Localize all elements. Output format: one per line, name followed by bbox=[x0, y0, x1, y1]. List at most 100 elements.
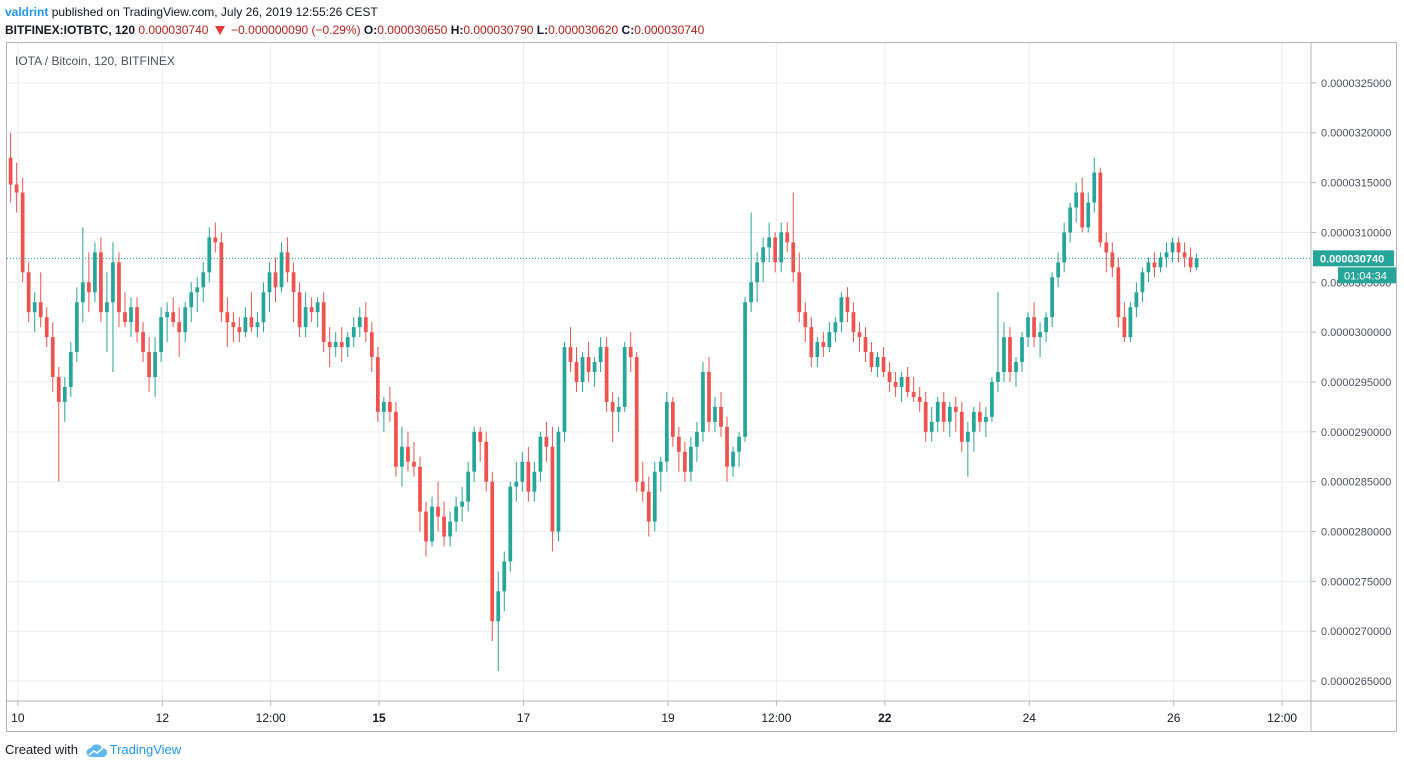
candle-body[interactable] bbox=[303, 307, 308, 328]
candle-body[interactable] bbox=[827, 332, 832, 348]
candle-body[interactable] bbox=[14, 184, 19, 193]
candle-body[interactable] bbox=[821, 342, 826, 348]
candle-body[interactable] bbox=[917, 396, 922, 402]
candle-body[interactable] bbox=[737, 436, 741, 452]
candle-body[interactable] bbox=[105, 302, 109, 313]
candle-body[interactable] bbox=[990, 381, 994, 417]
chart-frame[interactable]: 0.0000265000 0.0000270000 0.0000275000 0.00… bbox=[6, 42, 1397, 732]
candle-body[interactable] bbox=[640, 481, 645, 492]
candle-body[interactable] bbox=[1080, 192, 1085, 228]
candle-body[interactable] bbox=[231, 322, 236, 328]
candle-body[interactable] bbox=[1044, 317, 1048, 333]
candle-body[interactable] bbox=[1128, 307, 1133, 338]
candle-body[interactable] bbox=[201, 272, 206, 288]
candle-body[interactable] bbox=[839, 297, 844, 323]
candle-body[interactable] bbox=[1104, 242, 1109, 253]
candle-body[interactable] bbox=[785, 232, 790, 243]
candle-body[interactable] bbox=[568, 347, 573, 363]
candle-body[interactable] bbox=[538, 436, 543, 472]
candle-body[interactable] bbox=[959, 411, 964, 442]
candle-body[interactable] bbox=[652, 471, 657, 522]
candle-body[interactable] bbox=[225, 312, 230, 323]
candle-body[interactable] bbox=[556, 431, 561, 532]
candle-body[interactable] bbox=[749, 282, 753, 303]
candle-body[interactable] bbox=[809, 327, 814, 358]
candle-body[interactable] bbox=[508, 486, 513, 562]
candle-body[interactable] bbox=[177, 322, 182, 333]
candle-body[interactable] bbox=[719, 406, 723, 427]
candle-body[interactable] bbox=[436, 506, 440, 517]
candle-body[interactable] bbox=[947, 406, 952, 422]
candle-body[interactable] bbox=[1152, 262, 1157, 268]
candle-body[interactable] bbox=[454, 506, 458, 522]
candle-body[interactable] bbox=[87, 282, 91, 293]
candle-body[interactable] bbox=[695, 431, 699, 447]
candle-body[interactable] bbox=[815, 342, 820, 358]
candle-body[interactable] bbox=[1158, 257, 1163, 268]
candle-body[interactable] bbox=[111, 262, 115, 303]
candle-body[interactable] bbox=[249, 317, 254, 328]
candle-body[interactable] bbox=[472, 431, 477, 472]
candle-body[interactable] bbox=[1092, 172, 1097, 203]
candle-body[interactable] bbox=[646, 491, 651, 522]
candle-body[interactable] bbox=[863, 337, 868, 353]
candle-body[interactable] bbox=[1182, 252, 1187, 258]
candle-body[interactable] bbox=[291, 272, 296, 293]
candle-body[interactable] bbox=[1188, 257, 1193, 268]
candle-body[interactable] bbox=[213, 237, 218, 243]
candle-body[interactable] bbox=[1176, 242, 1181, 253]
candle-body[interactable] bbox=[1038, 332, 1042, 338]
candle-body[interactable] bbox=[971, 411, 976, 432]
candle-body[interactable] bbox=[935, 401, 940, 422]
candle-body[interactable] bbox=[412, 461, 416, 467]
candle-body[interactable] bbox=[616, 406, 621, 412]
candle-body[interactable] bbox=[743, 302, 747, 437]
candle-body[interactable] bbox=[117, 262, 121, 313]
candle-body[interactable] bbox=[279, 252, 284, 288]
candle-body[interactable] bbox=[460, 501, 465, 507]
candle-body[interactable] bbox=[628, 347, 633, 358]
candle-body[interactable] bbox=[664, 401, 669, 462]
candle-body[interactable] bbox=[26, 272, 31, 313]
candle-body[interactable] bbox=[351, 327, 356, 338]
candle-body[interactable] bbox=[713, 406, 717, 422]
candle-body[interactable] bbox=[135, 307, 139, 333]
candlestick-chart[interactable]: 0.0000265000 0.0000270000 0.0000275000 0.00… bbox=[7, 43, 1396, 731]
candle-body[interactable] bbox=[243, 317, 248, 333]
candle-body[interactable] bbox=[38, 302, 43, 318]
candle-body[interactable] bbox=[363, 317, 368, 333]
candle-body[interactable] bbox=[8, 157, 13, 185]
candle-body[interactable] bbox=[701, 372, 705, 432]
candle-body[interactable] bbox=[400, 446, 404, 467]
candle-body[interactable] bbox=[953, 406, 958, 412]
candle-body[interactable] bbox=[285, 252, 290, 273]
candle-body[interactable] bbox=[466, 471, 471, 502]
candle-body[interactable] bbox=[418, 466, 422, 512]
candle-body[interactable] bbox=[129, 307, 133, 323]
candle-body[interactable] bbox=[532, 471, 537, 492]
candle-body[interactable] bbox=[658, 461, 663, 472]
candle-body[interactable] bbox=[761, 247, 766, 263]
candle-body[interactable] bbox=[610, 401, 615, 412]
candle-body[interactable] bbox=[255, 322, 260, 328]
candle-body[interactable] bbox=[683, 451, 687, 472]
candle-body[interactable] bbox=[634, 357, 639, 482]
candle-body[interactable] bbox=[580, 357, 585, 382]
candle-body[interactable] bbox=[496, 591, 501, 622]
candle-body[interactable] bbox=[899, 376, 904, 387]
candle-body[interactable] bbox=[321, 302, 326, 343]
candle-body[interactable] bbox=[99, 252, 103, 313]
candle-body[interactable] bbox=[237, 327, 242, 333]
candle-body[interactable] bbox=[93, 252, 97, 293]
candle-body[interactable] bbox=[273, 272, 278, 288]
candle-body[interactable] bbox=[1098, 172, 1103, 243]
candle-body[interactable] bbox=[1122, 317, 1127, 338]
candle-body[interactable] bbox=[875, 357, 880, 368]
candle-body[interactable] bbox=[725, 426, 729, 467]
candle-body[interactable] bbox=[707, 372, 711, 422]
candle-body[interactable] bbox=[315, 302, 320, 313]
candle-body[interactable] bbox=[1134, 292, 1139, 308]
publisher-name[interactable]: valdrint bbox=[5, 5, 49, 19]
candle-body[interactable] bbox=[550, 446, 555, 532]
candle-body[interactable] bbox=[159, 317, 163, 353]
